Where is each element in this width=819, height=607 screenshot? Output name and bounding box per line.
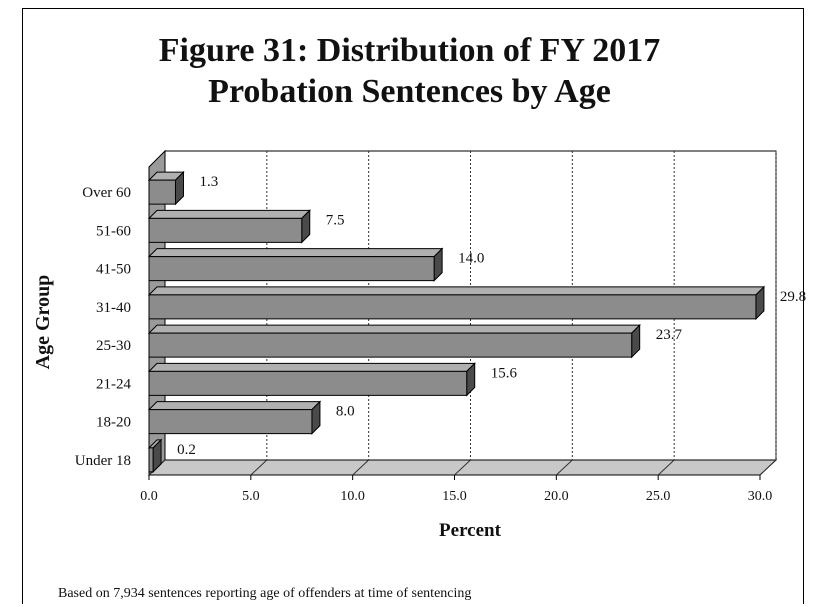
bar-top xyxy=(147,209,311,219)
data-label: 29.8 xyxy=(780,289,806,305)
y-axis-label: Age Group xyxy=(32,274,54,370)
bar xyxy=(148,256,435,282)
chart-title-line-1: Figure 31: Distribution of FY 2017 xyxy=(158,32,661,69)
y-tick-label: 18-20 xyxy=(96,415,131,431)
bar xyxy=(148,409,313,435)
bar-top xyxy=(147,362,476,372)
floor-gridline xyxy=(555,459,573,476)
chart-title-line-2: Probation Sentences by Age xyxy=(208,73,611,110)
data-label: 7.5 xyxy=(326,212,345,228)
bar xyxy=(148,179,176,205)
footnote: Based on 7,934 sentences reporting age o… xyxy=(58,586,472,601)
bar-top xyxy=(147,248,444,258)
data-label: 14.0 xyxy=(458,251,484,267)
floor-gridline xyxy=(250,459,268,476)
chart-frame xyxy=(22,8,804,604)
y-tick-label: 51-60 xyxy=(96,223,131,239)
y-tick-label: Over 60 xyxy=(82,185,131,201)
bar-top xyxy=(147,324,641,334)
x-tick-label: 10.0 xyxy=(340,489,365,504)
y-tick-label: 25-30 xyxy=(96,338,131,354)
y-tick-label: Under 18 xyxy=(75,453,131,469)
data-label: 0.2 xyxy=(177,442,196,458)
bar xyxy=(148,332,633,358)
bar-top xyxy=(147,401,322,411)
x-tick-label: 0.0 xyxy=(140,489,158,504)
y-tick-label: 21-24 xyxy=(96,376,131,392)
data-label: 8.0 xyxy=(336,404,355,420)
x-tick-label: 15.0 xyxy=(442,489,467,504)
x-tick-label: 20.0 xyxy=(544,489,569,504)
y-tick-label: 41-50 xyxy=(96,262,131,278)
y-tick-label: 31-40 xyxy=(96,300,131,316)
bar xyxy=(148,294,757,320)
x-tick-label: 30.0 xyxy=(748,489,773,504)
data-label: 23.7 xyxy=(656,327,683,343)
floor-gridline xyxy=(352,459,370,476)
bar xyxy=(148,217,303,243)
data-label: 1.3 xyxy=(199,174,218,190)
data-label: 15.6 xyxy=(491,365,518,381)
floor-gridline xyxy=(759,459,777,476)
bar xyxy=(148,447,154,473)
bar-top xyxy=(147,286,766,296)
floor-gridline xyxy=(454,459,471,476)
floor-gridline xyxy=(657,459,675,476)
x-tick-label: 25.0 xyxy=(646,489,671,504)
bar xyxy=(148,370,468,396)
x-tick-label: 5.0 xyxy=(242,489,260,504)
x-axis-label: Percent xyxy=(439,520,501,541)
